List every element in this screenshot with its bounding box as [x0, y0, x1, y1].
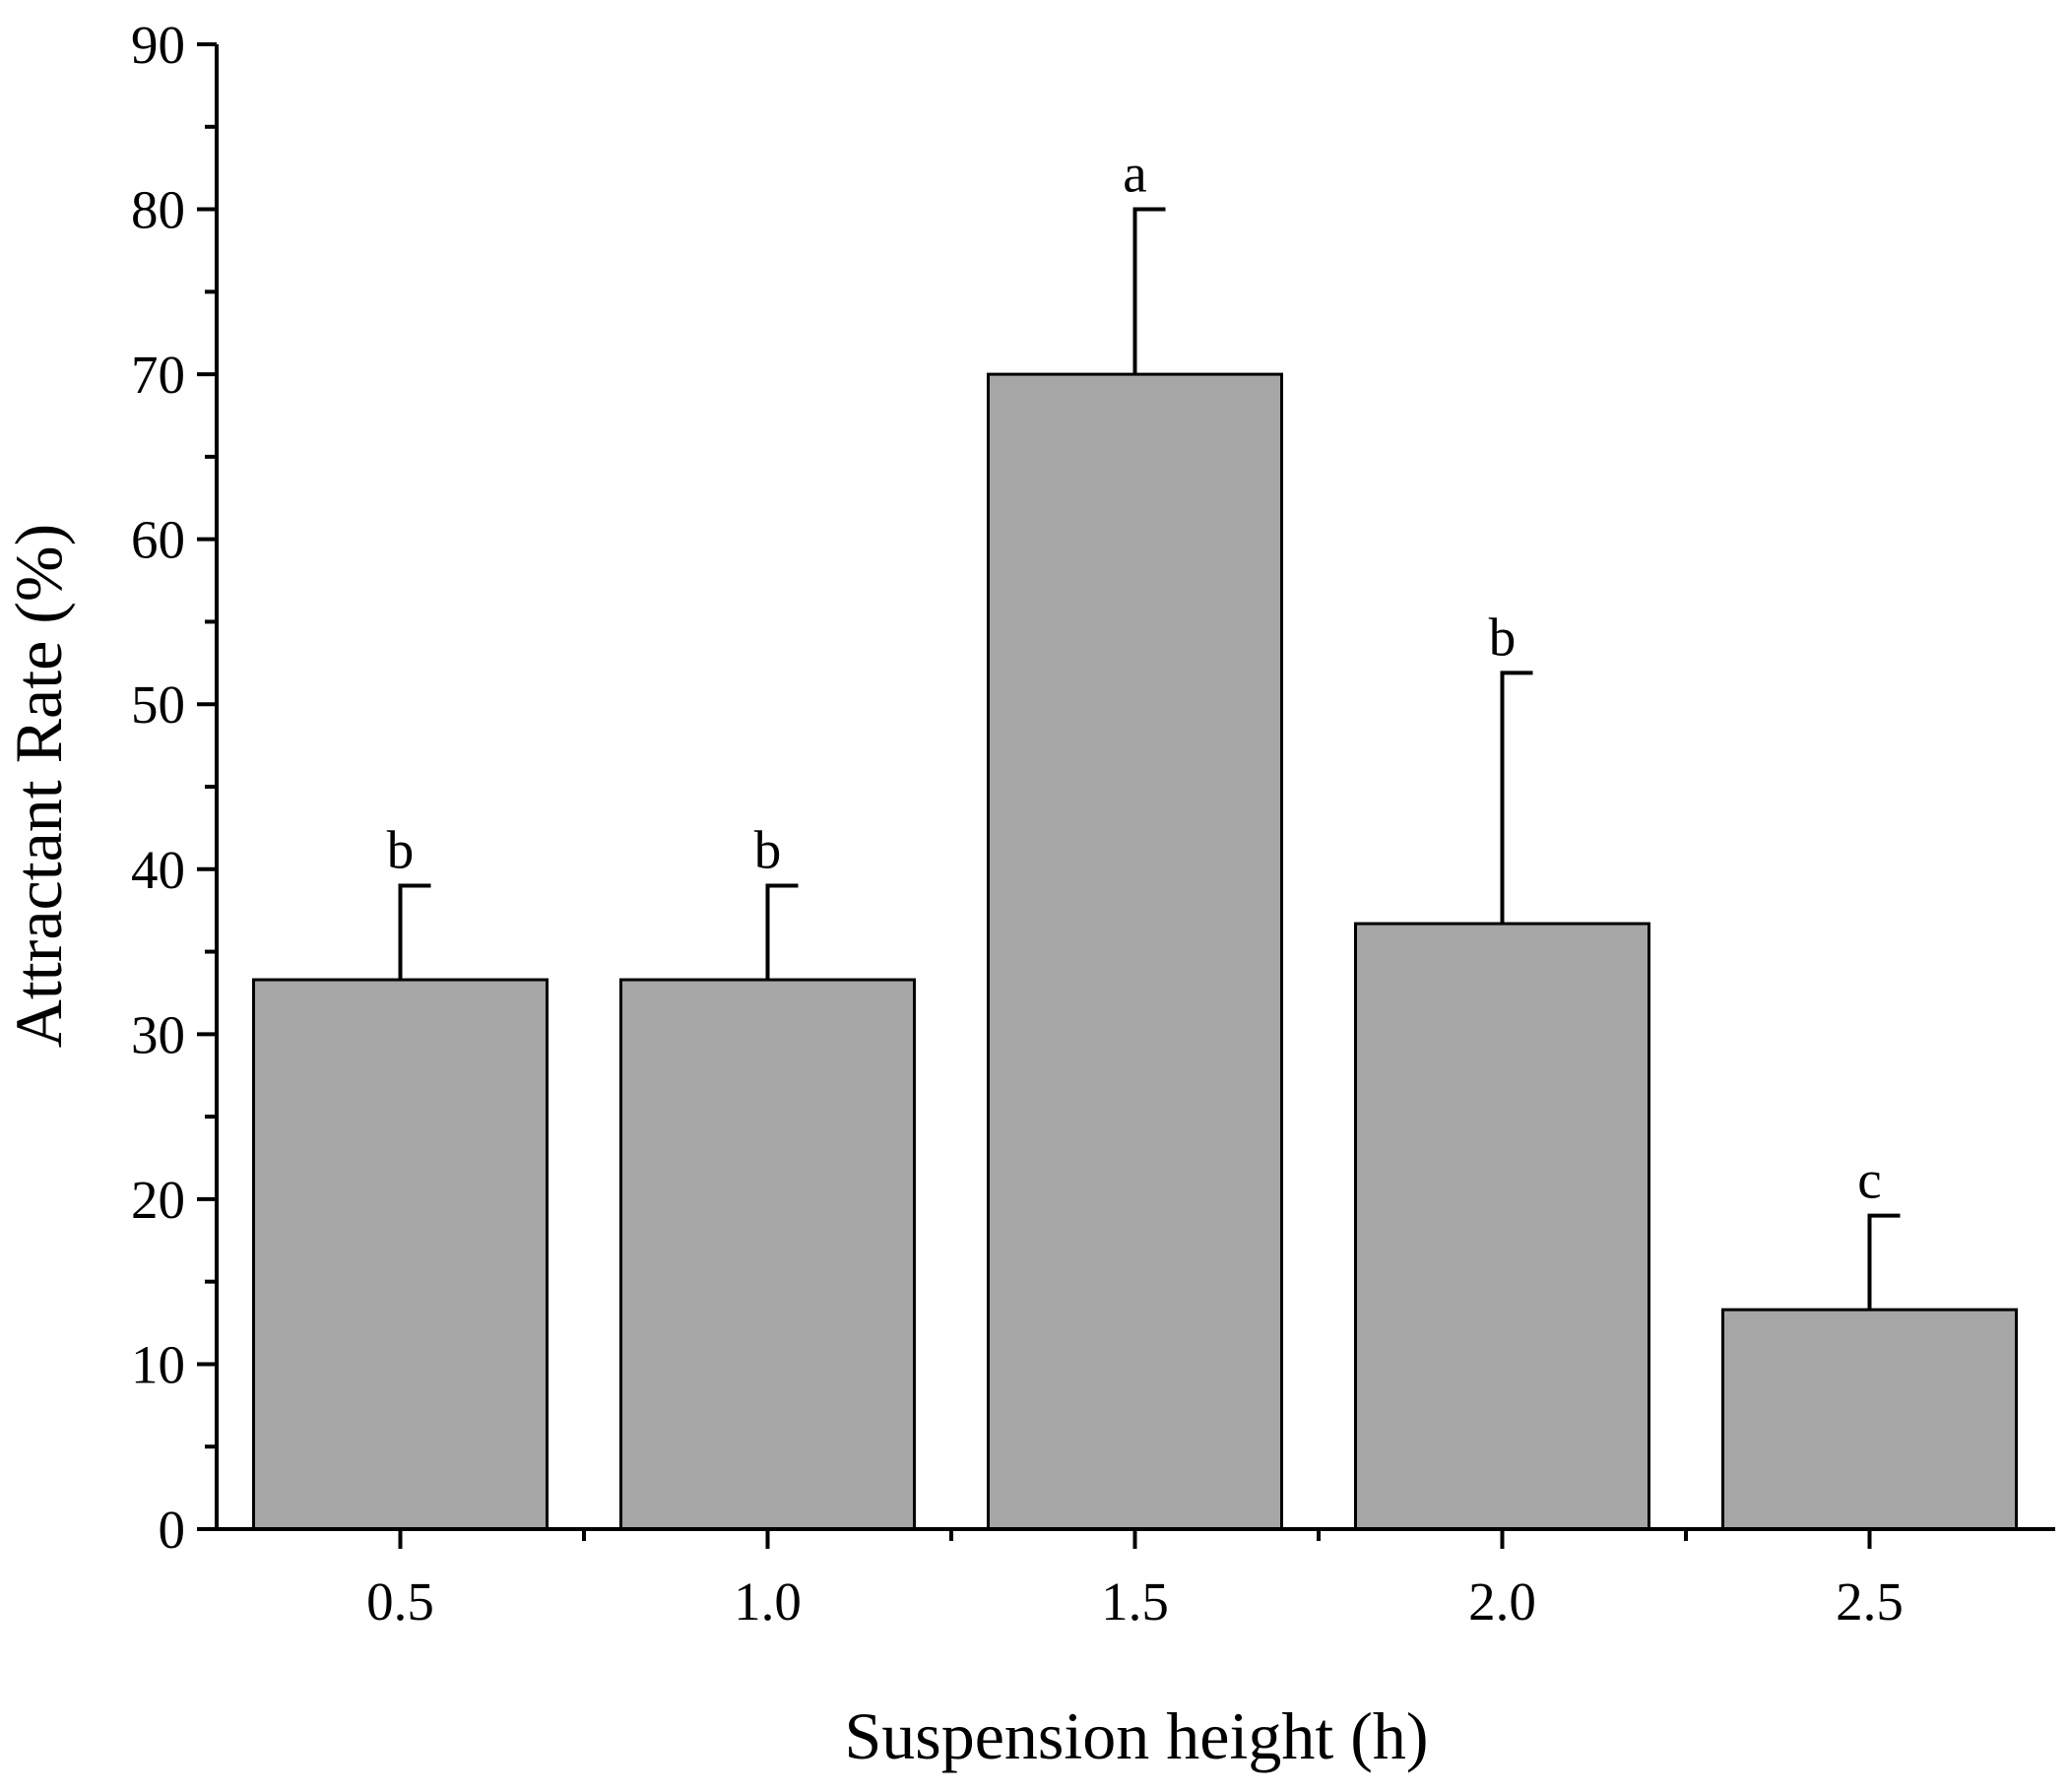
x-axis-title: Suspension height (h) — [844, 1698, 1428, 1773]
bar — [1354, 922, 1650, 1531]
y-tick-label: 20 — [131, 1170, 185, 1230]
x-tick-label: 2.0 — [1468, 1571, 1536, 1632]
y-axis-ticks: 0 10 20 30 40 50 60 70 80 90 — [131, 15, 217, 1560]
x-tick-label: 1.0 — [734, 1571, 802, 1632]
bar — [252, 978, 549, 1531]
bar — [1721, 1308, 2018, 1531]
bar — [987, 372, 1283, 1531]
error-bars-layer — [398, 207, 1901, 1311]
significance-labels: b b a b c — [387, 144, 1882, 1210]
x-tick-label: 2.5 — [1836, 1571, 1904, 1632]
significance-label: a — [1123, 144, 1146, 204]
y-tick-label: 0 — [159, 1500, 186, 1560]
significance-label: b — [387, 820, 415, 880]
significance-label: b — [754, 820, 782, 880]
y-tick-label: 70 — [131, 345, 185, 405]
bars-layer — [252, 372, 2018, 1531]
y-tick-label: 60 — [131, 510, 185, 570]
x-tick-label: 0.5 — [366, 1571, 434, 1632]
bar — [619, 978, 916, 1531]
y-tick-label: 90 — [131, 15, 185, 75]
significance-label: b — [1489, 607, 1517, 667]
x-axis-ticks: 0.5 1.0 1.5 2.0 2.5 — [366, 1529, 1904, 1632]
y-axis-title: Attractant Rate (%) — [1, 524, 76, 1048]
y-tick-label: 80 — [131, 180, 185, 240]
significance-label: c — [1857, 1150, 1881, 1210]
y-tick-label: 50 — [131, 674, 185, 735]
y-tick-label: 40 — [131, 840, 185, 900]
y-tick-label: 30 — [131, 1004, 185, 1064]
y-tick-label: 10 — [131, 1334, 185, 1394]
x-tick-label: 1.5 — [1101, 1571, 1169, 1632]
